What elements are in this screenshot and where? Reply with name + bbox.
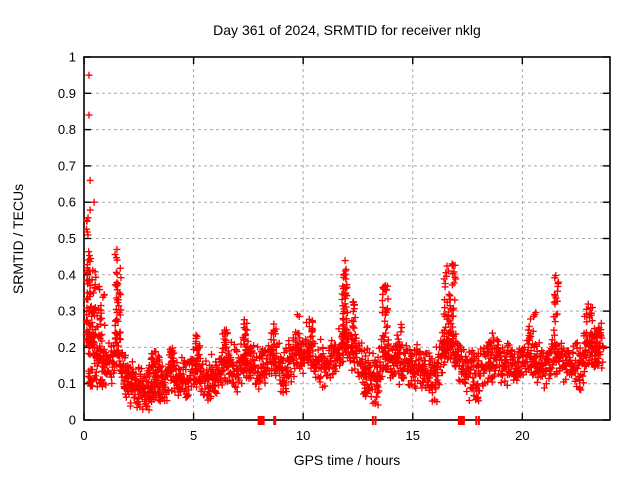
svg-text:10: 10 [296, 428, 310, 443]
svg-text:0.7: 0.7 [58, 158, 76, 173]
svg-text:0.4: 0.4 [58, 267, 76, 282]
svg-text:0: 0 [69, 413, 76, 428]
tick-labels: 0 5 10 15 20 0 0.1 0.2 0.3 0.4 0.5 0.6 0.7 0.8 0.9 1 [58, 50, 530, 444]
svg-text:1: 1 [69, 50, 76, 65]
svg-text:0.5: 0.5 [58, 231, 76, 246]
y-axis-label: SRMTID / TECUs [10, 183, 26, 295]
svg-text:0.3: 0.3 [58, 304, 76, 319]
svg-text:0: 0 [80, 428, 87, 443]
x-axis-label: GPS time / hours [293, 452, 401, 468]
svg-text:0.6: 0.6 [58, 195, 76, 210]
svg-text:15: 15 [406, 428, 420, 443]
zero-value-marks [257, 416, 480, 425]
data-points [82, 71, 607, 414]
svg-text:0.8: 0.8 [58, 122, 76, 137]
svg-text:0.9: 0.9 [58, 86, 76, 101]
svg-text:5: 5 [190, 428, 197, 443]
chart-title: Day 361 of 2024, SRMTID for receiver nkl… [213, 22, 481, 38]
svg-text:0.2: 0.2 [58, 340, 76, 355]
svg-text:0.1: 0.1 [58, 376, 76, 391]
plot-frame [83, 56, 611, 421]
svg-text:20: 20 [515, 428, 529, 443]
